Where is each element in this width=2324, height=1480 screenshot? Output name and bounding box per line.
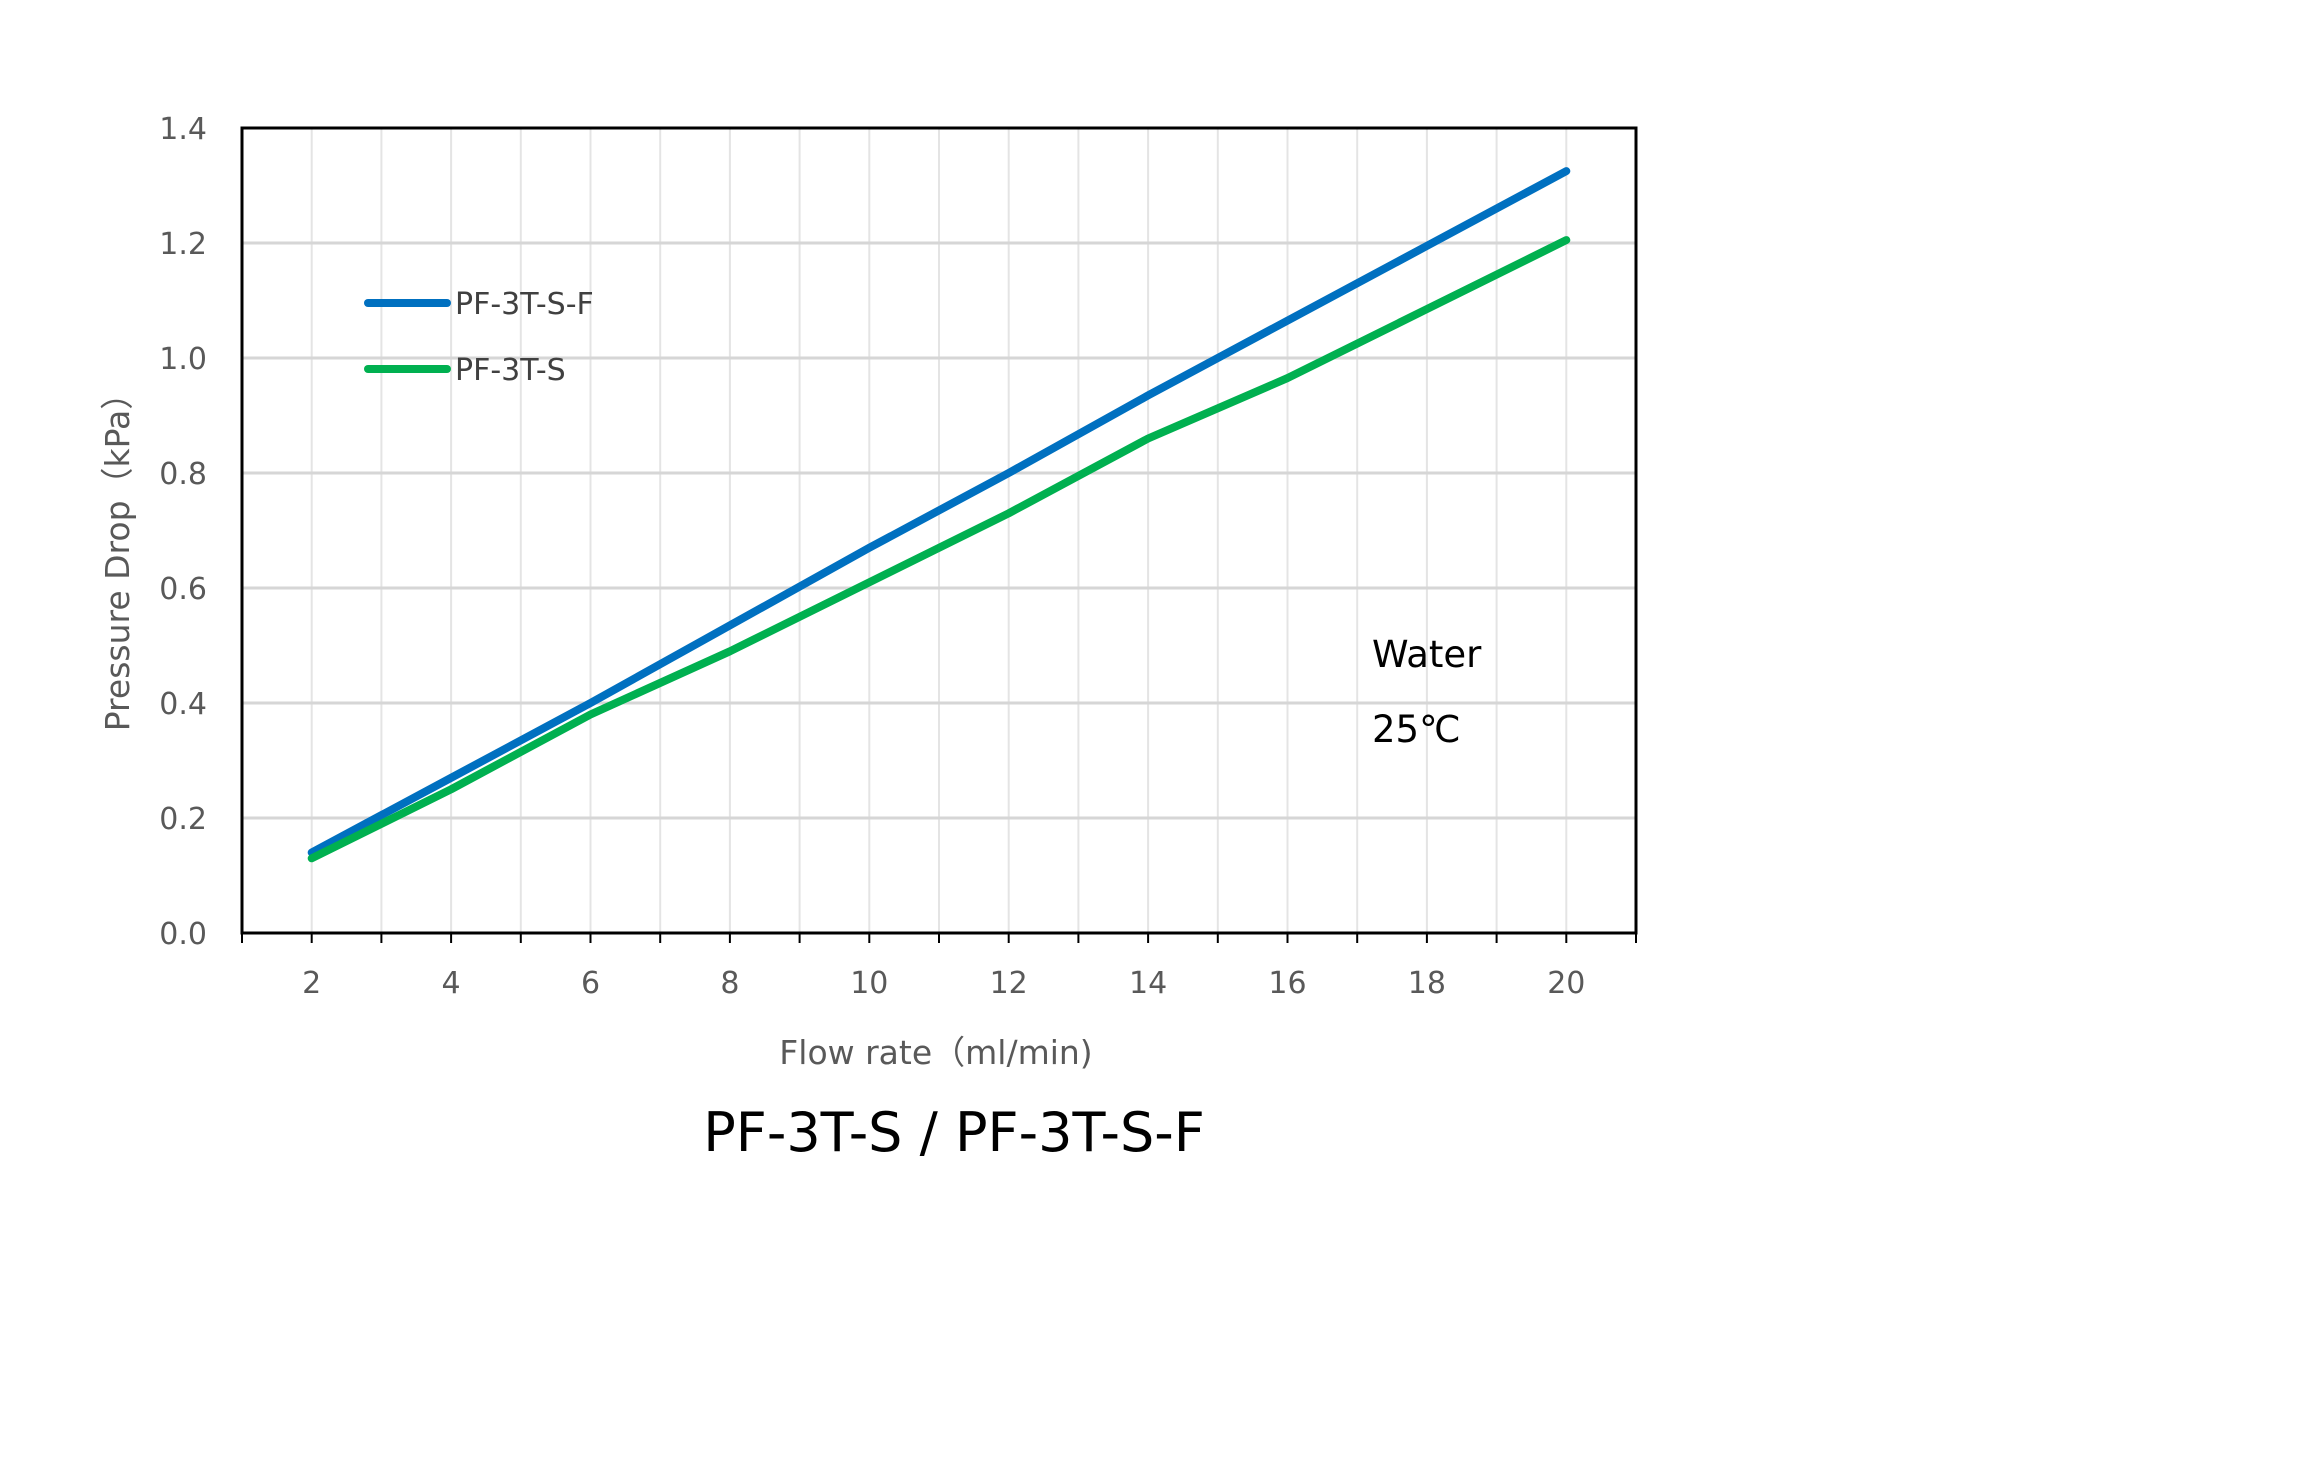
x-tick-label: 2 (302, 966, 321, 1001)
y-tick-label: 0.2 (159, 802, 207, 837)
series-lines (307, 167, 1571, 863)
x-tick-label: 14 (1129, 966, 1167, 1001)
x-axis-ticks: 2 4 6 8 10 12 14 16 18 20 (241, 933, 1637, 1001)
x-tick-label: 12 (990, 966, 1028, 1001)
chart-title: PF-3T-S / PF-3T-S-F (703, 1101, 1205, 1164)
legend-label-pf-3t-s-f: PF-3T-S-F (455, 287, 594, 322)
y-axis-ticks: 0.0 0.2 0.4 0.6 0.8 1.0 1.2 1.4 (159, 112, 207, 952)
y-tick-label: 1.2 (159, 227, 207, 262)
legend: PF-3T-S-F PF-3T-S (364, 287, 594, 388)
y-tick-label: 0.0 (159, 917, 207, 952)
x-tick-label: 10 (850, 966, 888, 1001)
x-tick-label: 6 (581, 966, 600, 1001)
legend-label-pf-3t-s: PF-3T-S (455, 353, 566, 388)
series-line-pf-3t-s-f (307, 167, 1571, 857)
annotation-temperature: 25℃ (1372, 708, 1461, 751)
x-tick-label: 20 (1547, 966, 1585, 1001)
annotation-medium: Water (1372, 633, 1482, 676)
x-tick-label: 18 (1408, 966, 1446, 1001)
series-line-pf-3t-s (307, 236, 1571, 863)
y-tick-label: 1.4 (159, 112, 207, 147)
x-tick-label: 16 (1268, 966, 1306, 1001)
y-tick-label: 1.0 (159, 342, 207, 377)
grid-lines (242, 128, 1636, 933)
y-tick-label: 0.8 (159, 457, 207, 492)
y-tick-label: 0.4 (159, 687, 207, 722)
y-tick-label: 0.6 (159, 572, 207, 607)
x-axis-title: Flow rate（ml/min) (779, 1033, 1092, 1072)
x-tick-label: 8 (720, 966, 739, 1001)
y-axis-title: Pressure Drop（kPa） (98, 377, 137, 732)
x-tick-label: 4 (442, 966, 461, 1001)
